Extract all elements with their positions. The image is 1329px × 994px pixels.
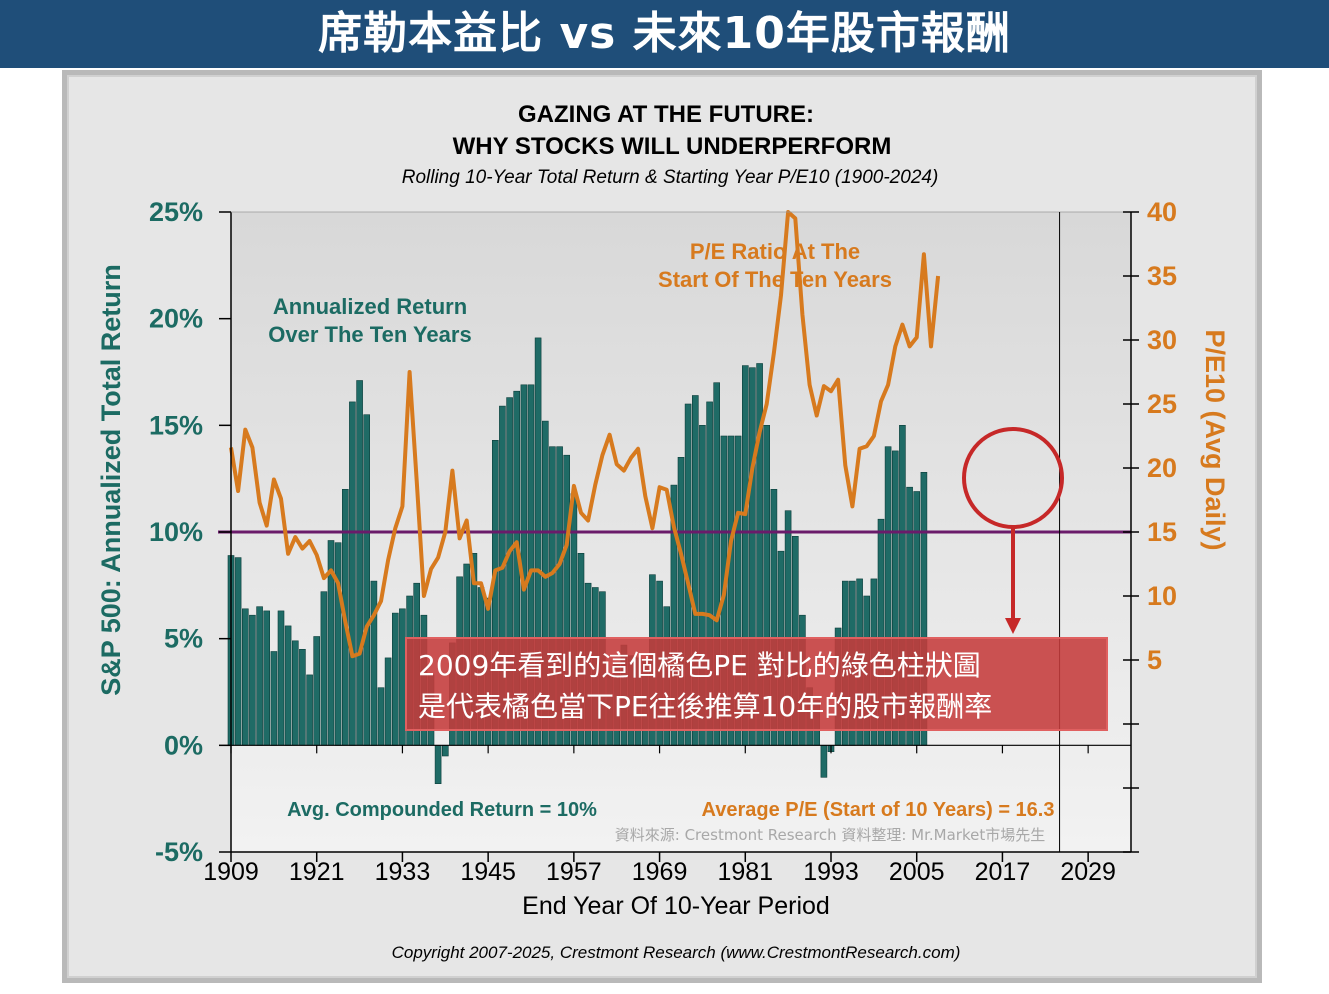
return-bar [299, 648, 306, 746]
chart-subtitle: Rolling 10-Year Total Return & Starting … [402, 167, 939, 188]
return-bar [291, 640, 299, 746]
return-bar [270, 651, 278, 746]
x-tick-label: 1933 [375, 858, 431, 886]
return-bar [249, 614, 256, 746]
return-bar [356, 380, 363, 746]
bars-label-line2: Over The Ten Years [268, 322, 471, 347]
return-bar [284, 625, 292, 746]
x-tick-label: 1945 [460, 858, 516, 886]
pe-line [229, 210, 941, 659]
line-label-line2: Start Of The Ten Years [658, 267, 892, 292]
x-tick-label: 1981 [717, 858, 773, 886]
return-bar [370, 580, 378, 746]
chart-title-line1: GAZING AT THE FUTURE: [518, 101, 814, 128]
y-right-tick-label: 30 [1147, 325, 1177, 355]
return-bar [363, 414, 371, 746]
return-bar [256, 606, 263, 746]
return-bar [242, 608, 249, 746]
return-bar [313, 636, 321, 746]
x-tick-label: 1957 [546, 858, 602, 886]
return-bar [391, 612, 399, 746]
highlight-arrow-head [1005, 618, 1021, 634]
y-axis-left-label: S&P 500: Annualized Total Return [96, 264, 126, 696]
return-bar [377, 687, 385, 746]
return-bar [441, 744, 449, 757]
y-left-tick-label: -5% [155, 837, 203, 867]
x-axis-label: End Year Of 10-Year Period [522, 892, 830, 920]
y-right-tick-label: 10 [1147, 581, 1177, 611]
x-tick-label: 2029 [1060, 858, 1116, 886]
copyright: Copyright 2007-2025, Crestmont Research … [392, 943, 961, 962]
return-bar [399, 608, 406, 746]
avg-pe-note: Average P/E (Start of 10 Years) = 16.3 [702, 799, 1055, 821]
return-bar [434, 744, 442, 784]
x-tick-label: 2017 [975, 858, 1031, 886]
y-left-tick-label: 20% [149, 304, 203, 334]
return-bar [306, 674, 313, 746]
y-left-tick-label: 0% [164, 730, 203, 760]
x-tick-label: 1993 [803, 858, 859, 886]
axes: 25% 20% 15% 10% 5% 0% -5% 40 35 30 25 20 15 10 5 1909 19… [149, 197, 1177, 886]
avg-return-note: Avg. Compounded Return = 10% [287, 799, 597, 821]
bars-label-line1: Annualized Return [273, 294, 467, 319]
line-label-line1: P/E Ratio At The [690, 239, 860, 264]
x-tick-label: 1909 [203, 858, 259, 886]
pe-line-path [229, 210, 941, 659]
y-right-tick-label: 25 [1147, 389, 1177, 419]
annotation-box [405, 637, 1108, 731]
y-left-tick-label: 25% [149, 197, 203, 227]
x-tick-label: 2005 [889, 858, 945, 886]
return-bar [384, 657, 392, 746]
return-bar [263, 610, 271, 746]
return-bar [234, 557, 242, 746]
y-left-tick-label: 10% [149, 517, 203, 547]
x-tick-label: 1969 [632, 858, 688, 886]
y-axis-right-label: P/E10 (Avg Daily) [1200, 329, 1230, 550]
y-right-tick-label: 5 [1147, 645, 1162, 675]
source-note: 資料來源: Crestmont Research 資料整理: Mr.Market… [615, 826, 1045, 844]
y-left-tick-label: 15% [149, 410, 203, 440]
return-bar [334, 542, 342, 746]
annotation-line2: 是代表橘色當下PE往後推算10年的股市報酬率 [418, 690, 992, 723]
annotation-line1: 2009年看到的這個橘色PE 對比的綠色柱狀圖 [418, 649, 981, 682]
y-right-tick-label: 35 [1147, 261, 1177, 291]
y-right-tick-label: 15 [1147, 517, 1177, 547]
return-bar [277, 610, 285, 746]
y-right-tick-label: 40 [1147, 197, 1177, 227]
y-right-tick-label: 20 [1147, 453, 1177, 483]
chart-title-line2: WHY STOCKS WILL UNDERPERFORM [453, 133, 892, 160]
return-bar [320, 591, 328, 746]
return-bar [349, 401, 356, 746]
banner-title: 席勒本益比 vs 未來10年股市報酬 [0, 0, 1329, 68]
x-tick-label: 1921 [289, 858, 345, 886]
y-left-tick-label: 5% [164, 624, 203, 654]
return-bar [820, 744, 828, 778]
